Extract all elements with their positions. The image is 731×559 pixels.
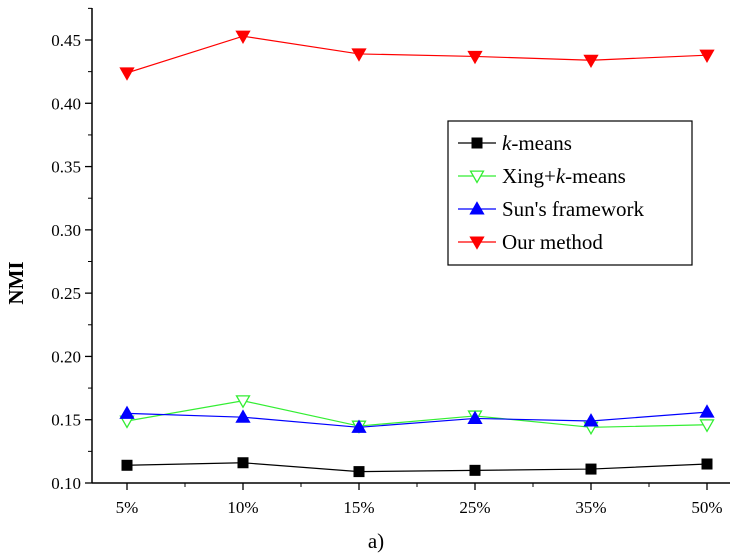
series-line [126, 400, 708, 428]
data-point [351, 419, 367, 433]
y-tick-label: 0.10 [51, 474, 81, 493]
data-point [585, 463, 597, 475]
data-point [467, 410, 483, 424]
series-layer [119, 30, 715, 478]
axes [91, 8, 730, 484]
legend-box [447, 120, 693, 266]
data-point [699, 404, 715, 418]
data-point [699, 419, 715, 433]
x-tick-label: 15% [343, 498, 374, 517]
legend-entry: Our method [458, 230, 603, 254]
legend-label: Our method [502, 230, 603, 254]
series-3 [119, 30, 715, 81]
x-tick-label: 35% [575, 498, 606, 517]
series-line [126, 411, 708, 428]
series-0 [121, 457, 713, 478]
data-point [235, 395, 251, 409]
series-2 [119, 404, 715, 433]
data-point [469, 464, 481, 476]
y-tick-label: 0.45 [51, 31, 81, 50]
data-point [121, 459, 133, 471]
data-point [351, 48, 367, 62]
legend-marker [469, 170, 485, 184]
y-tick-label: 0.30 [51, 221, 81, 240]
series-1 [119, 395, 715, 436]
y-tick-label: 0.40 [51, 94, 81, 113]
data-point [699, 49, 715, 63]
x-tick-label: 50% [691, 498, 722, 517]
data-point [235, 409, 251, 423]
legend-marker [469, 236, 485, 250]
x-tick-label: 5% [116, 498, 139, 517]
figure-caption: a) [368, 529, 384, 553]
data-point [701, 458, 713, 470]
x-axis-ticks: 5% 10% 15% 25% 35% 50% [116, 483, 723, 517]
legend-label: Xing+k-means [502, 164, 626, 188]
data-point [235, 30, 251, 45]
data-point [583, 54, 599, 69]
legend: k-means Xing+k-means Sun's framework Our me… [447, 120, 693, 266]
legend-entry: Sun's framework [458, 197, 645, 221]
series-line [126, 462, 708, 473]
legend-entry: Xing+k-means [458, 164, 626, 188]
legend-label: k-means [502, 131, 572, 155]
y-axis-label: NMI [4, 261, 28, 304]
y-tick-label: 0.15 [51, 411, 81, 430]
y-tick-label: 0.35 [51, 158, 81, 177]
y-axis-ticks: 0.10 0.15 0.20 0.25 0.30 0.35 0.40 0.45 [51, 7, 92, 493]
data-point [119, 67, 135, 81]
x-tick-label: 25% [459, 498, 490, 517]
y-tick-label: 0.25 [51, 284, 81, 303]
data-point [237, 457, 249, 469]
data-point [353, 466, 365, 478]
legend-marker [469, 201, 485, 215]
legend-marker [471, 137, 483, 149]
legend-label: Sun's framework [502, 197, 645, 221]
data-point [583, 413, 599, 427]
data-point [119, 405, 135, 419]
y-tick-label: 0.20 [51, 347, 81, 366]
x-tick-label: 10% [227, 498, 258, 517]
data-point [467, 50, 483, 65]
series-line [126, 35, 708, 74]
legend-entry: k-means [458, 131, 572, 155]
